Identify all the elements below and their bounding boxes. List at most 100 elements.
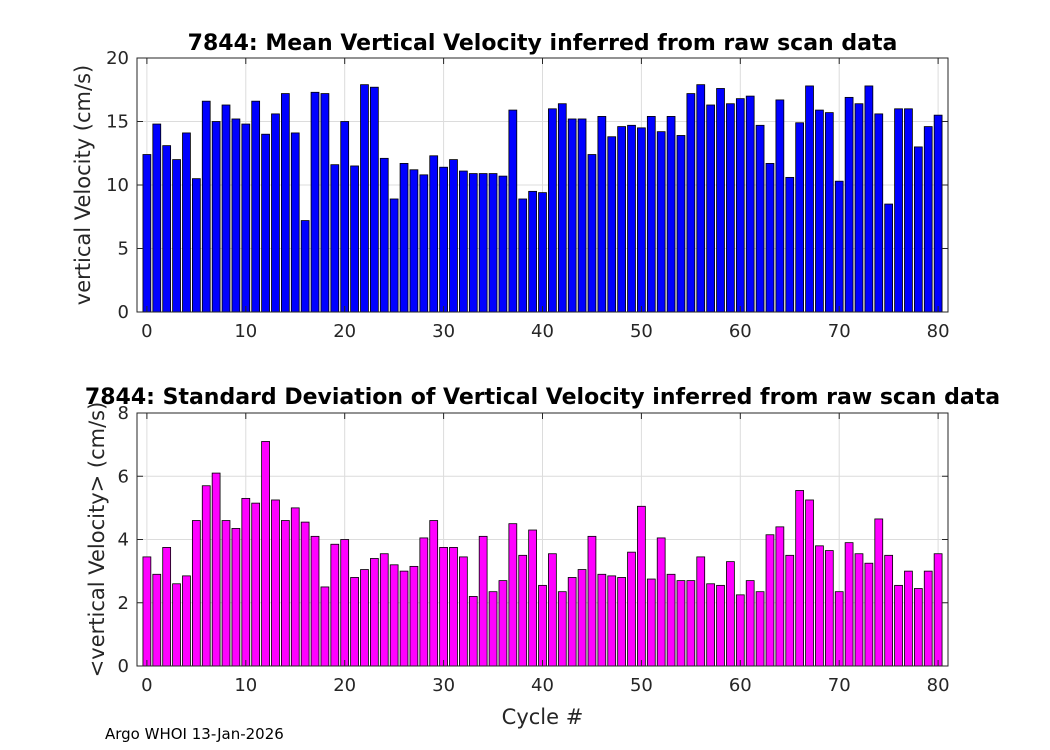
bar bbox=[370, 86, 379, 313]
bar bbox=[468, 596, 478, 667]
bar bbox=[567, 577, 577, 667]
bar bbox=[587, 535, 597, 667]
bar bbox=[904, 108, 913, 313]
bar bbox=[182, 575, 191, 667]
bar bbox=[597, 573, 607, 667]
bar bbox=[666, 116, 676, 313]
bar bbox=[261, 133, 270, 313]
bar bbox=[607, 575, 617, 667]
bar bbox=[686, 93, 696, 313]
bar bbox=[904, 570, 913, 667]
bar bbox=[142, 556, 152, 667]
y-tick-label: 2 bbox=[118, 593, 129, 614]
bar bbox=[745, 95, 755, 313]
bar bbox=[617, 126, 626, 313]
bar bbox=[735, 98, 745, 313]
bar bbox=[191, 520, 201, 667]
bar bbox=[755, 124, 765, 313]
bar bbox=[656, 537, 666, 667]
bar bbox=[706, 104, 715, 313]
bar bbox=[735, 594, 745, 667]
x-tick-label: 40 bbox=[531, 675, 554, 696]
y-axis-label: <vertical Velocity> (cm/s) bbox=[85, 402, 109, 678]
bar bbox=[696, 84, 706, 313]
bar bbox=[637, 505, 646, 667]
bar bbox=[261, 441, 270, 667]
x-tick-label: 20 bbox=[333, 675, 356, 696]
chart-title: 7844: Mean Vertical Velocity inferred fr… bbox=[188, 31, 898, 56]
y-tick-label: 15 bbox=[106, 112, 129, 133]
bar bbox=[785, 554, 795, 667]
bar bbox=[548, 108, 557, 313]
bar bbox=[251, 502, 261, 667]
bar bbox=[152, 123, 162, 313]
bar bbox=[459, 556, 468, 667]
bar bbox=[874, 113, 884, 313]
x-tick-label: 10 bbox=[234, 321, 257, 342]
bar bbox=[271, 113, 280, 313]
bar bbox=[201, 485, 211, 667]
bar bbox=[587, 154, 597, 313]
bar bbox=[923, 126, 933, 313]
x-tick-label: 80 bbox=[927, 321, 950, 342]
bar bbox=[350, 577, 359, 667]
bar bbox=[488, 173, 498, 313]
bar bbox=[716, 88, 725, 313]
bar bbox=[162, 547, 172, 667]
x-tick-label: 70 bbox=[828, 675, 851, 696]
bar bbox=[172, 583, 181, 667]
bar bbox=[666, 573, 676, 667]
bar bbox=[894, 584, 903, 667]
bar bbox=[360, 84, 369, 313]
bar bbox=[627, 551, 636, 667]
bar bbox=[805, 499, 814, 667]
bar bbox=[528, 529, 537, 667]
bar bbox=[884, 203, 894, 313]
bar bbox=[152, 573, 162, 667]
bar bbox=[775, 99, 785, 313]
bar bbox=[231, 528, 241, 667]
bar bbox=[686, 580, 696, 667]
bar bbox=[795, 490, 805, 667]
bar bbox=[913, 588, 923, 667]
bar bbox=[300, 521, 310, 667]
bar bbox=[330, 164, 340, 313]
bar bbox=[844, 542, 854, 667]
x-tick-label: 30 bbox=[432, 321, 455, 342]
bar bbox=[320, 586, 330, 667]
bar bbox=[745, 580, 755, 667]
y-tick-label: 0 bbox=[118, 656, 129, 677]
bar bbox=[389, 564, 399, 667]
bar bbox=[815, 109, 824, 313]
bar bbox=[607, 136, 617, 313]
bar bbox=[280, 520, 290, 667]
bar bbox=[538, 584, 547, 667]
bar bbox=[429, 155, 439, 313]
bar bbox=[191, 178, 201, 313]
bar bbox=[726, 103, 735, 313]
bar bbox=[300, 220, 310, 313]
bar bbox=[577, 569, 587, 667]
y-tick-label: 10 bbox=[106, 175, 129, 196]
bar bbox=[627, 124, 636, 313]
bar bbox=[290, 507, 300, 667]
bar bbox=[933, 114, 943, 313]
bar bbox=[350, 165, 359, 313]
bar bbox=[815, 545, 824, 667]
y-tick-label: 0 bbox=[118, 302, 129, 323]
bar bbox=[557, 103, 567, 313]
bar bbox=[755, 591, 765, 667]
bar bbox=[646, 116, 656, 313]
bar bbox=[498, 580, 508, 667]
bar bbox=[370, 558, 379, 667]
bar bbox=[864, 85, 874, 313]
x-tick-label: 30 bbox=[432, 675, 455, 696]
bar bbox=[478, 535, 488, 667]
bar bbox=[765, 534, 775, 667]
bar bbox=[824, 550, 834, 667]
bar bbox=[330, 543, 340, 667]
bar bbox=[241, 497, 251, 667]
bar bbox=[923, 570, 933, 667]
x-axis-label: Cycle # bbox=[502, 705, 584, 729]
